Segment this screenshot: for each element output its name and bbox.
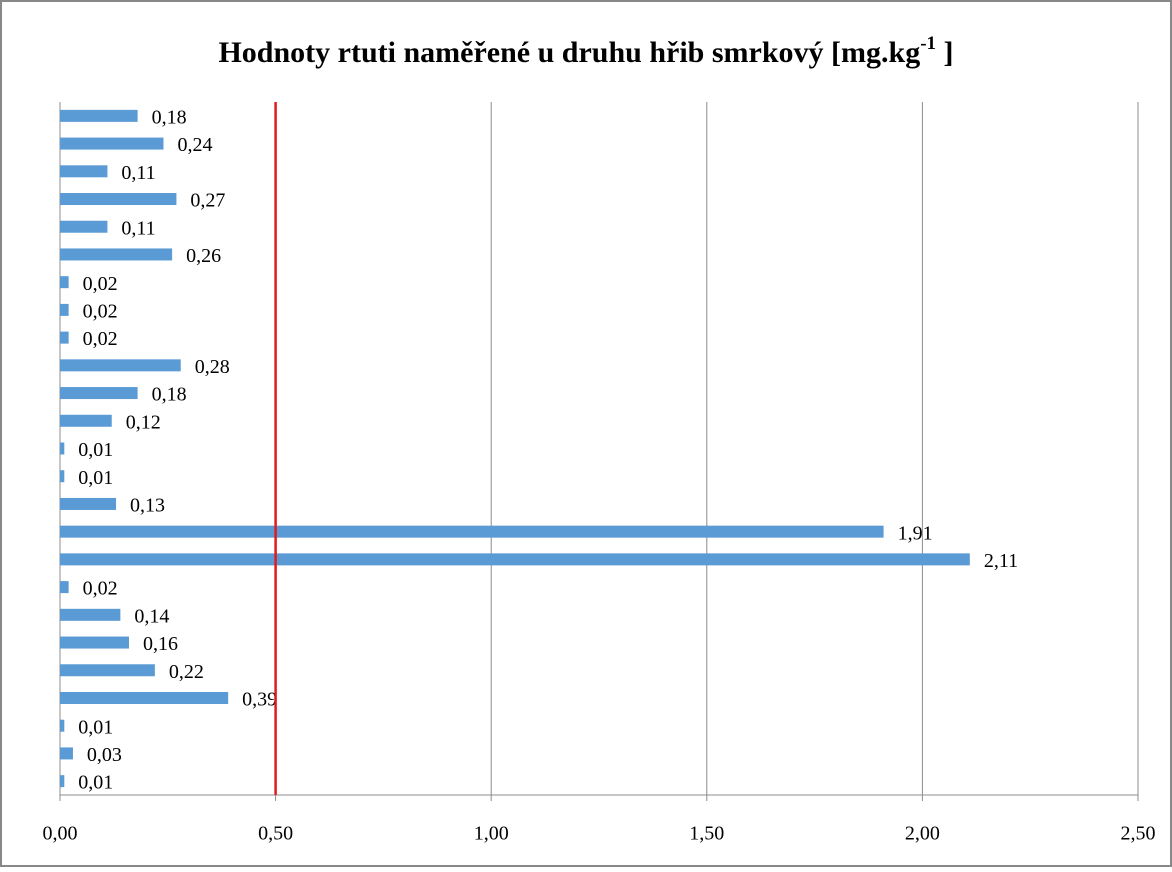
bar <box>60 220 108 233</box>
bar <box>60 359 181 372</box>
bar <box>60 747 73 760</box>
data-label: 0,01 <box>78 439 113 461</box>
bar <box>60 608 121 621</box>
bar <box>60 636 129 649</box>
bar <box>60 331 69 344</box>
bar <box>60 719 65 732</box>
data-label: 0,02 <box>83 273 118 295</box>
x-tick-label: 1,00 <box>474 823 509 845</box>
data-label: 0,01 <box>78 716 113 738</box>
data-label: 0,14 <box>134 605 169 627</box>
data-label: 0,12 <box>126 411 161 433</box>
bar <box>60 137 164 150</box>
bar <box>60 193 177 206</box>
data-label: 0,24 <box>177 134 212 156</box>
bar <box>60 775 65 788</box>
data-label: 0,03 <box>87 744 122 766</box>
data-label: 1,91 <box>898 522 933 544</box>
chart-title: Hodnoty rtuti naměřené u druhu hřib smrk… <box>218 33 953 69</box>
x-tick-label: 0,00 <box>43 823 78 845</box>
x-tick-label: 0,50 <box>258 823 293 845</box>
bar <box>60 165 108 178</box>
data-label: 0,11 <box>121 162 155 184</box>
data-label: 0,18 <box>152 106 187 128</box>
bar <box>60 581 69 594</box>
data-label: 0,39 <box>242 689 277 711</box>
bar <box>60 387 138 400</box>
data-label: 0,02 <box>83 578 118 600</box>
data-label: 2,11 <box>984 550 1018 572</box>
x-tick-label: 2,50 <box>1121 823 1156 845</box>
title-suffix: ] <box>936 36 954 69</box>
bar <box>60 109 138 122</box>
bar <box>60 525 884 538</box>
bar <box>60 470 65 483</box>
data-label: 0,16 <box>143 633 178 655</box>
data-label: 0,18 <box>152 384 187 406</box>
data-label: 0,13 <box>130 495 165 517</box>
data-label: 0,01 <box>78 467 113 489</box>
bar <box>60 303 69 316</box>
bar <box>60 553 970 566</box>
title-text: Hodnoty rtuti naměřené u druhu hřib smrk… <box>218 36 920 69</box>
data-label: 0,28 <box>195 356 230 378</box>
data-label: 0,26 <box>186 245 221 267</box>
data-label: 0,02 <box>83 328 118 350</box>
bar <box>60 248 173 261</box>
x-tick-label: 2,00 <box>905 823 940 845</box>
data-label: 0,27 <box>190 190 225 212</box>
bar <box>60 497 117 510</box>
bar <box>60 414 112 427</box>
title-superscript: -1 <box>920 33 936 54</box>
bar <box>60 664 155 677</box>
data-label: 0,01 <box>78 772 113 794</box>
data-label: 0,22 <box>169 661 204 683</box>
bar <box>60 276 69 289</box>
data-label: 0,11 <box>121 217 155 239</box>
bar <box>60 691 229 704</box>
data-label: 0,02 <box>83 300 118 322</box>
x-tick-label: 1,50 <box>689 823 724 845</box>
bar <box>60 442 65 455</box>
